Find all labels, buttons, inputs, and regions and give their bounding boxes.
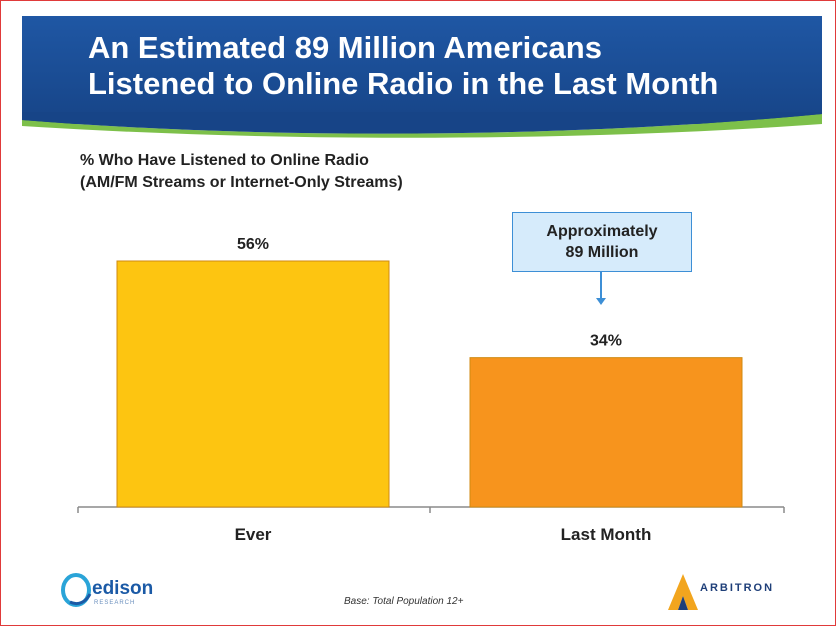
bar-last-month [469,357,743,508]
banner-swoosh [22,112,822,138]
subtitle-line-2: (AM/FM Streams or Internet-Only Streams) [80,174,403,191]
base-note: Base: Total Population 12+ [344,596,464,607]
callout-line-1: Approximately [546,223,658,240]
title-line-2: Listened to Online Radio in the Last Mon… [88,66,719,101]
bar-ever [116,260,390,508]
callout-arrow-icon [596,298,606,305]
category-label: Last Month [561,525,652,544]
chart-subtitle: % Who Have Listened to Online Radio (AM/… [80,150,403,194]
data-label: 34% [590,333,622,350]
callout-box: Approximately 89 Million [512,212,692,272]
edison-swirl-icon [61,573,92,607]
title-banner [22,16,822,124]
edison-logo: edison RESEARCH [60,568,180,612]
subtitle-line-1: % Who Have Listened to Online Radio [80,152,369,169]
callout-line-2: 89 Million [565,244,639,261]
edison-logo-text: edison [92,578,154,599]
arbitron-logo-text: ARBITRON [700,582,775,594]
data-label: 56% [237,236,269,253]
arbitron-logo: ARBITRON [666,572,816,616]
category-label: Ever [235,525,272,544]
edison-logo-subtext: RESEARCH [94,600,136,606]
page-title: An Estimated 89 Million Americans Listen… [88,30,808,102]
callout-arrow-line [600,272,602,300]
arbitron-triangle-icon [668,574,698,610]
title-line-1: An Estimated 89 Million Americans [88,30,602,65]
